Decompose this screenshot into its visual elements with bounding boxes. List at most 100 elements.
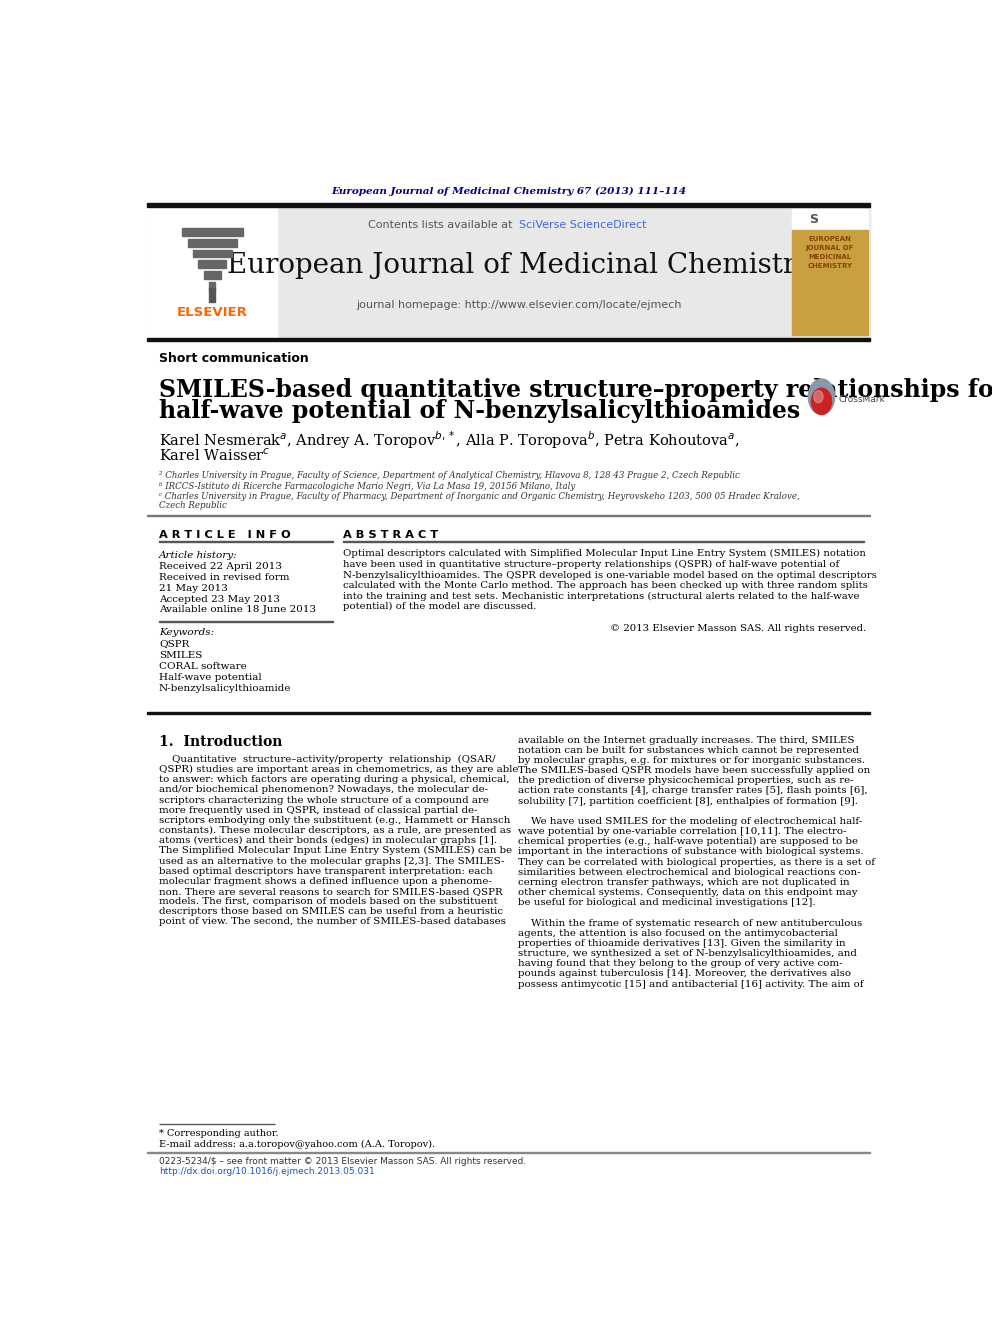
Text: important in the interactions of substance with biological systems.: important in the interactions of substan… [518,848,863,856]
Text: * Corresponding author.: * Corresponding author. [159,1129,279,1138]
Bar [203,271,221,279]
Text: Accepted 23 May 2013: Accepted 23 May 2013 [159,595,280,603]
Text: be useful for biological and medicinal investigations [12].: be useful for biological and medicinal i… [518,898,815,908]
Text: scriptors characterizing the whole structure of a compound are: scriptors characterizing the whole struc… [159,795,489,804]
Text: other chemical systems. Consequently, data on this endpoint may: other chemical systems. Consequently, da… [518,888,857,897]
Text: They can be correlated with biological properties, as there is a set of: They can be correlated with biological p… [518,857,875,867]
Text: A B S T R A C T: A B S T R A C T [343,529,438,540]
Text: S: S [809,213,818,226]
Text: E-mail address: a.a.toropov@yahoo.com (A.A. Toropov).: E-mail address: a.a.toropov@yahoo.com (A… [159,1140,435,1148]
Text: action rate constants [4], charge transfer rates [5], flash points [6],: action rate constants [4], charge transf… [518,786,867,795]
Ellipse shape [808,378,834,414]
Text: atoms (vertices) and their bonds (edges) in molecular graphs [1].: atoms (vertices) and their bonds (edges)… [159,836,497,845]
Text: QSPR) studies are important areas in chemometrics, as they are able: QSPR) studies are important areas in che… [159,765,518,774]
Bar [147,339,870,341]
Text: chemical properties (e.g., half-wave potential) are supposed to be: chemical properties (e.g., half-wave pot… [518,837,858,847]
Text: structure, we synthesized a set of N-benzylsalicylthioamides, and: structure, we synthesized a set of N-ben… [518,949,856,958]
Text: journal homepage: http://www.elsevier.com/locate/ejmech: journal homepage: http://www.elsevier.co… [356,300,682,310]
Text: 1.  Introduction: 1. Introduction [159,734,283,749]
Bar [209,288,215,302]
Text: EUROPEAN
JOURNAL OF
MEDICINAL
CHEMISTRY: EUROPEAN JOURNAL OF MEDICINAL CHEMISTRY [806,237,854,269]
Text: Karel Nesmerak$^a$, Andrey A. Toropov$^{b,*}$, Alla P. Toropova$^b$, Petra Kohou: Karel Nesmerak$^a$, Andrey A. Toropov$^{… [159,429,739,451]
Text: We have used SMILES for the modeling of electrochemical half-: We have used SMILES for the modeling of … [518,816,862,826]
Text: N-benzylsalicylthioamide: N-benzylsalicylthioamide [159,684,292,693]
Text: potential) of the model are discussed.: potential) of the model are discussed. [343,602,537,611]
Text: http://dx.doi.org/10.1016/j.ejmech.2013.05.031: http://dx.doi.org/10.1016/j.ejmech.2013.… [159,1167,375,1176]
Text: having found that they belong to the group of very active com-: having found that they belong to the gro… [518,959,842,968]
Text: Available online 18 June 2013: Available online 18 June 2013 [159,606,316,614]
Text: into the training and test sets. Mechanistic interpretations (structural alerts : into the training and test sets. Mechani… [343,591,860,601]
Text: half-wave potential of N-benzylsalicylthioamides: half-wave potential of N-benzylsalicylth… [159,398,801,422]
Text: SMILES-based quantitative structure–property relationships for: SMILES-based quantitative structure–prop… [159,378,992,402]
Text: © 2013 Elsevier Masson SAS. All rights reserved.: © 2013 Elsevier Masson SAS. All rights r… [610,624,866,632]
Text: molecular fragment shows a defined influence upon a phenome-: molecular fragment shows a defined influ… [159,877,492,886]
Bar [151,212,274,302]
Text: CORAL software: CORAL software [159,662,247,671]
Text: Half-wave potential: Half-wave potential [159,673,262,681]
Text: notation can be built for substances which cannot be represented: notation can be built for substances whi… [518,746,858,755]
Text: have been used in quantitative structure–property relationships (QSPR) of half-w: have been used in quantitative structure… [343,560,839,569]
Text: Contents lists available at: Contents lists available at [368,220,519,230]
Bar [209,282,215,290]
Text: QSPR: QSPR [159,639,189,648]
Bar [187,239,237,246]
Text: ELSEVIER: ELSEVIER [177,306,248,319]
Text: Keywords:: Keywords: [159,628,214,636]
Text: N-benzylsalicylthioamides. The QSPR developed is one-variable model based on the: N-benzylsalicylthioamides. The QSPR deve… [343,570,877,579]
Text: ᶜ Charles University in Prague, Faculty of Pharmacy, Department of Inorganic and: ᶜ Charles University in Prague, Faculty … [159,492,800,500]
Text: European Journal of Medicinal Chemistry 67 (2013) 111–114: European Journal of Medicinal Chemistry … [331,187,685,196]
Text: used as an alternative to the molecular graphs [2,3]. The SMILES-: used as an alternative to the molecular … [159,856,505,865]
Text: cerning electron transfer pathways, which are not duplicated in: cerning electron transfer pathways, whic… [518,878,849,886]
Ellipse shape [813,390,823,402]
Bar [147,208,870,339]
Text: Karel Waisser$^c$: Karel Waisser$^c$ [159,447,270,463]
Text: to answer: which factors are operating during a physical, chemical,: to answer: which factors are operating d… [159,775,509,785]
Text: Optimal descriptors calculated with Simplified Molecular Input Line Entry System: Optimal descriptors calculated with Simp… [343,549,866,558]
Text: Received 22 April 2013: Received 22 April 2013 [159,562,282,572]
Text: The Simplified Molecular Input Line Entry System (SMILES) can be: The Simplified Molecular Input Line Entr… [159,847,512,856]
Bar [147,204,870,208]
Bar [147,712,870,713]
Bar [198,261,226,269]
Text: properties of thioamide derivatives [13]. Given the similarity in: properties of thioamide derivatives [13]… [518,939,845,947]
Text: Within the frame of systematic research of new antituberculous: Within the frame of systematic research … [518,918,862,927]
Text: SMILES: SMILES [159,651,202,660]
Text: available on the Internet gradually increases. The third, SMILES: available on the Internet gradually incr… [518,736,854,745]
Text: by molecular graphs, e.g. for mixtures or for inorganic substances.: by molecular graphs, e.g. for mixtures o… [518,755,865,765]
Text: constants). These molecular descriptors, as a rule, are presented as: constants). These molecular descriptors,… [159,826,511,835]
Text: similarities between electrochemical and biological reactions con-: similarities between electrochemical and… [518,868,860,877]
Bar [193,250,232,257]
Text: The SMILES-based QSPR models have been successfully applied on: The SMILES-based QSPR models have been s… [518,766,870,775]
Text: point of view. The second, the number of SMILES-based databases: point of view. The second, the number of… [159,917,506,926]
Text: European Journal of Medicinal Chemistry: European Journal of Medicinal Chemistry [227,251,811,279]
Text: more frequently used in QSPR, instead of classical partial de-: more frequently used in QSPR, instead of… [159,806,477,815]
Text: Article history:: Article history: [159,550,237,560]
Text: based optimal descriptors have transparent interpretation: each: based optimal descriptors have transpare… [159,867,493,876]
Text: the prediction of diverse physicochemical properties, such as re-: the prediction of diverse physicochemica… [518,777,853,786]
Text: 21 May 2013: 21 May 2013 [159,583,228,593]
Text: Short communication: Short communication [159,352,309,365]
Text: non. There are several reasons to search for SMILES-based QSPR: non. There are several reasons to search… [159,886,503,896]
Text: and/or biochemical phenomenon? Nowadays, the molecular de-: and/or biochemical phenomenon? Nowadays,… [159,786,488,794]
Bar [791,208,870,339]
Text: solubility [7], partition coefficient [8], enthalpies of formation [9].: solubility [7], partition coefficient [8… [518,796,858,806]
Text: Quantitative  structure–activity/property  relationship  (QSAR/: Quantitative structure–activity/property… [159,755,495,763]
Text: 0223-5234/$ – see front matter © 2013 Elsevier Masson SAS. All rights reserved.: 0223-5234/$ – see front matter © 2013 El… [159,1156,526,1166]
Text: ᵇ IRCCS-Istituto di Ricerche Farmacologiche Mario Negri, Via La Masa 19, 20156 M: ᵇ IRCCS-Istituto di Ricerche Farmacologi… [159,482,575,491]
Text: models. The first, comparison of models based on the substituent: models. The first, comparison of models … [159,897,498,906]
Text: wave potential by one-variable correlation [10,11]. The electro-: wave potential by one-variable correlati… [518,827,846,836]
Bar [792,230,868,335]
Text: calculated with the Monte Carlo method. The approach has been checked up with th: calculated with the Monte Carlo method. … [343,581,868,590]
Text: ² Charles University in Prague, Faculty of Science, Department of Analytical Che: ² Charles University in Prague, Faculty … [159,471,740,480]
Text: SciVerse ScienceDirect: SciVerse ScienceDirect [519,220,647,230]
Text: agents, the attention is also focused on the antimycobacterial: agents, the attention is also focused on… [518,929,837,938]
Bar [183,228,243,235]
Text: A R T I C L E   I N F O: A R T I C L E I N F O [159,529,291,540]
Text: possess antimycotic [15] and antibacterial [16] activity. The aim of: possess antimycotic [15] and antibacteri… [518,979,863,988]
Ellipse shape [811,388,831,414]
Bar [147,208,278,339]
Text: Czech Republic: Czech Republic [159,501,227,509]
Text: pounds against tuberculosis [14]. Moreover, the derivatives also: pounds against tuberculosis [14]. Moreov… [518,970,851,979]
Text: descriptors those based on SMILES can be useful from a heuristic: descriptors those based on SMILES can be… [159,908,503,917]
Text: Received in revised form: Received in revised form [159,573,290,582]
